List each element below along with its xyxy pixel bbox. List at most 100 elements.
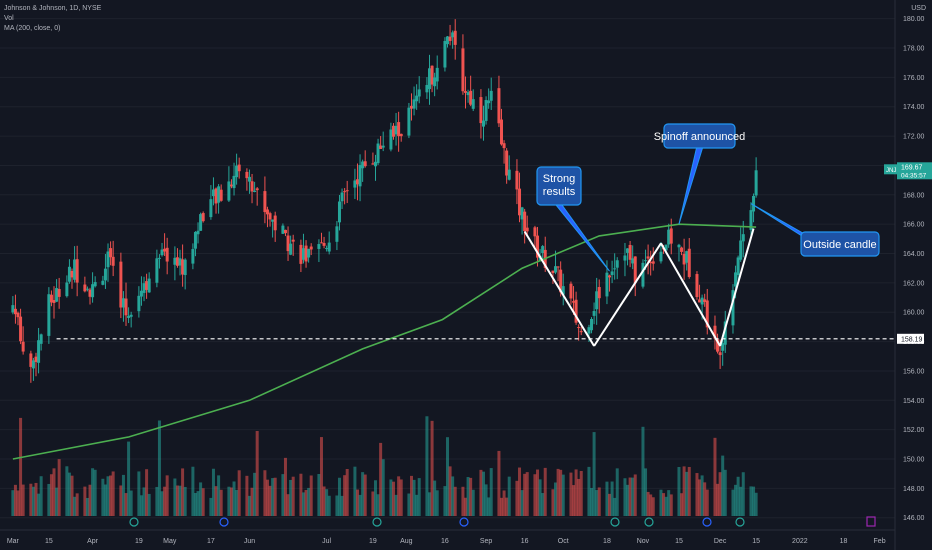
pattern-segment — [660, 242, 721, 347]
callouts: Strong results Spinoff announced Outside ca… — [536, 123, 880, 272]
volume-bar — [536, 469, 540, 516]
volume-bar — [191, 466, 195, 516]
callout-text: Spinoff announced — [654, 131, 746, 143]
volume-bar — [525, 472, 529, 516]
candle-body — [327, 242, 331, 252]
volume-bar — [705, 489, 709, 516]
candle-body — [340, 192, 344, 202]
candle-body — [211, 189, 215, 197]
volume-bar — [430, 420, 434, 516]
volume-bar — [209, 497, 213, 516]
volume-bar — [700, 475, 704, 516]
volume-bar — [399, 479, 403, 516]
event-icon — [219, 517, 229, 527]
volume-bar — [335, 495, 339, 516]
candlesticks — [11, 19, 758, 383]
volume-bar — [67, 472, 71, 516]
volume-bar — [425, 416, 429, 516]
price-axis: 180.00178.00176.00174.00172.00170.00168.… — [884, 0, 932, 550]
candle-body — [137, 295, 141, 312]
candle-body — [165, 247, 169, 262]
candle-body — [569, 283, 573, 299]
time-tick-label: Mar — [7, 538, 20, 545]
volume-bar — [37, 493, 41, 516]
price-tick-label: 176.00 — [903, 75, 925, 82]
last-price-tag — [897, 162, 932, 180]
volume-bar — [736, 476, 740, 516]
candle-body — [451, 32, 455, 38]
candle-body — [613, 268, 617, 270]
candle-body — [718, 352, 722, 356]
candle-body — [379, 145, 383, 149]
volume-bar — [376, 494, 380, 516]
chart-legend: Johnson & Johnson, 1D, NYSE Vol MA (200,… — [4, 4, 101, 34]
volume-bar — [29, 483, 33, 516]
candle-body — [577, 327, 581, 329]
volume-bar — [304, 490, 308, 516]
candle-body — [111, 256, 115, 266]
candle-body — [723, 321, 727, 345]
volume-bar — [317, 473, 321, 516]
time-axis: Mar 15 Apr 19 May 17 Jun Jul 19 Aug 16 Sep 16 Oct 18 No… — [0, 516, 895, 545]
candle-body — [307, 248, 311, 258]
volume-bar — [337, 477, 341, 516]
candle-body — [304, 245, 308, 262]
volume-bar — [695, 473, 699, 516]
volume-bar — [515, 480, 519, 516]
time-tick-label: Apr — [87, 538, 99, 545]
volume-bar — [597, 487, 601, 516]
volume-bar — [471, 489, 475, 516]
volume-bar — [551, 489, 555, 516]
candle-body — [561, 286, 565, 295]
volume-bar — [363, 474, 367, 516]
volume-bar — [75, 493, 79, 516]
candle-body — [587, 327, 591, 334]
candle-body — [209, 199, 213, 218]
volume-bar — [397, 476, 401, 516]
candle-body — [65, 282, 69, 297]
volume-bar — [608, 493, 612, 516]
volume-bar — [417, 478, 421, 516]
volume-bar — [214, 486, 218, 516]
volume-bar — [479, 469, 483, 516]
candle-body — [317, 244, 321, 249]
candle-body — [435, 67, 439, 82]
volume-bar — [340, 495, 344, 516]
candle-body — [482, 120, 486, 127]
volume-bar — [677, 467, 681, 516]
candle-body — [232, 175, 236, 189]
volume-bar — [137, 471, 141, 516]
price-tick-label: 162.00 — [903, 280, 925, 287]
volume-bar — [93, 469, 97, 516]
candle-body — [291, 239, 295, 242]
candle-body — [335, 226, 339, 242]
volume-bar — [667, 490, 671, 516]
candle-body — [37, 340, 41, 363]
candle-body — [201, 213, 205, 222]
candle-body — [525, 227, 529, 232]
volume-bar — [178, 485, 182, 516]
candle-body — [157, 257, 161, 259]
candle-body — [741, 234, 745, 242]
volume-bar — [659, 489, 663, 516]
volume-bar — [70, 475, 74, 516]
volume-bar — [157, 420, 161, 516]
event-icon — [459, 517, 469, 527]
candle-body — [659, 251, 663, 262]
candle-body — [75, 259, 79, 283]
candle-body — [353, 180, 357, 188]
event-icon — [644, 517, 654, 527]
candle-body — [29, 353, 33, 367]
candle-body — [628, 244, 632, 260]
candle-body — [721, 343, 725, 351]
volume-bar — [47, 483, 51, 516]
time-tick-label: 18 — [603, 538, 611, 545]
candle-body — [39, 334, 43, 344]
candle-body — [409, 105, 413, 109]
candle-body — [83, 284, 87, 292]
candle-body — [533, 227, 537, 237]
candle-body — [541, 246, 545, 254]
candle-body — [235, 165, 239, 178]
volume-bar — [713, 437, 717, 516]
